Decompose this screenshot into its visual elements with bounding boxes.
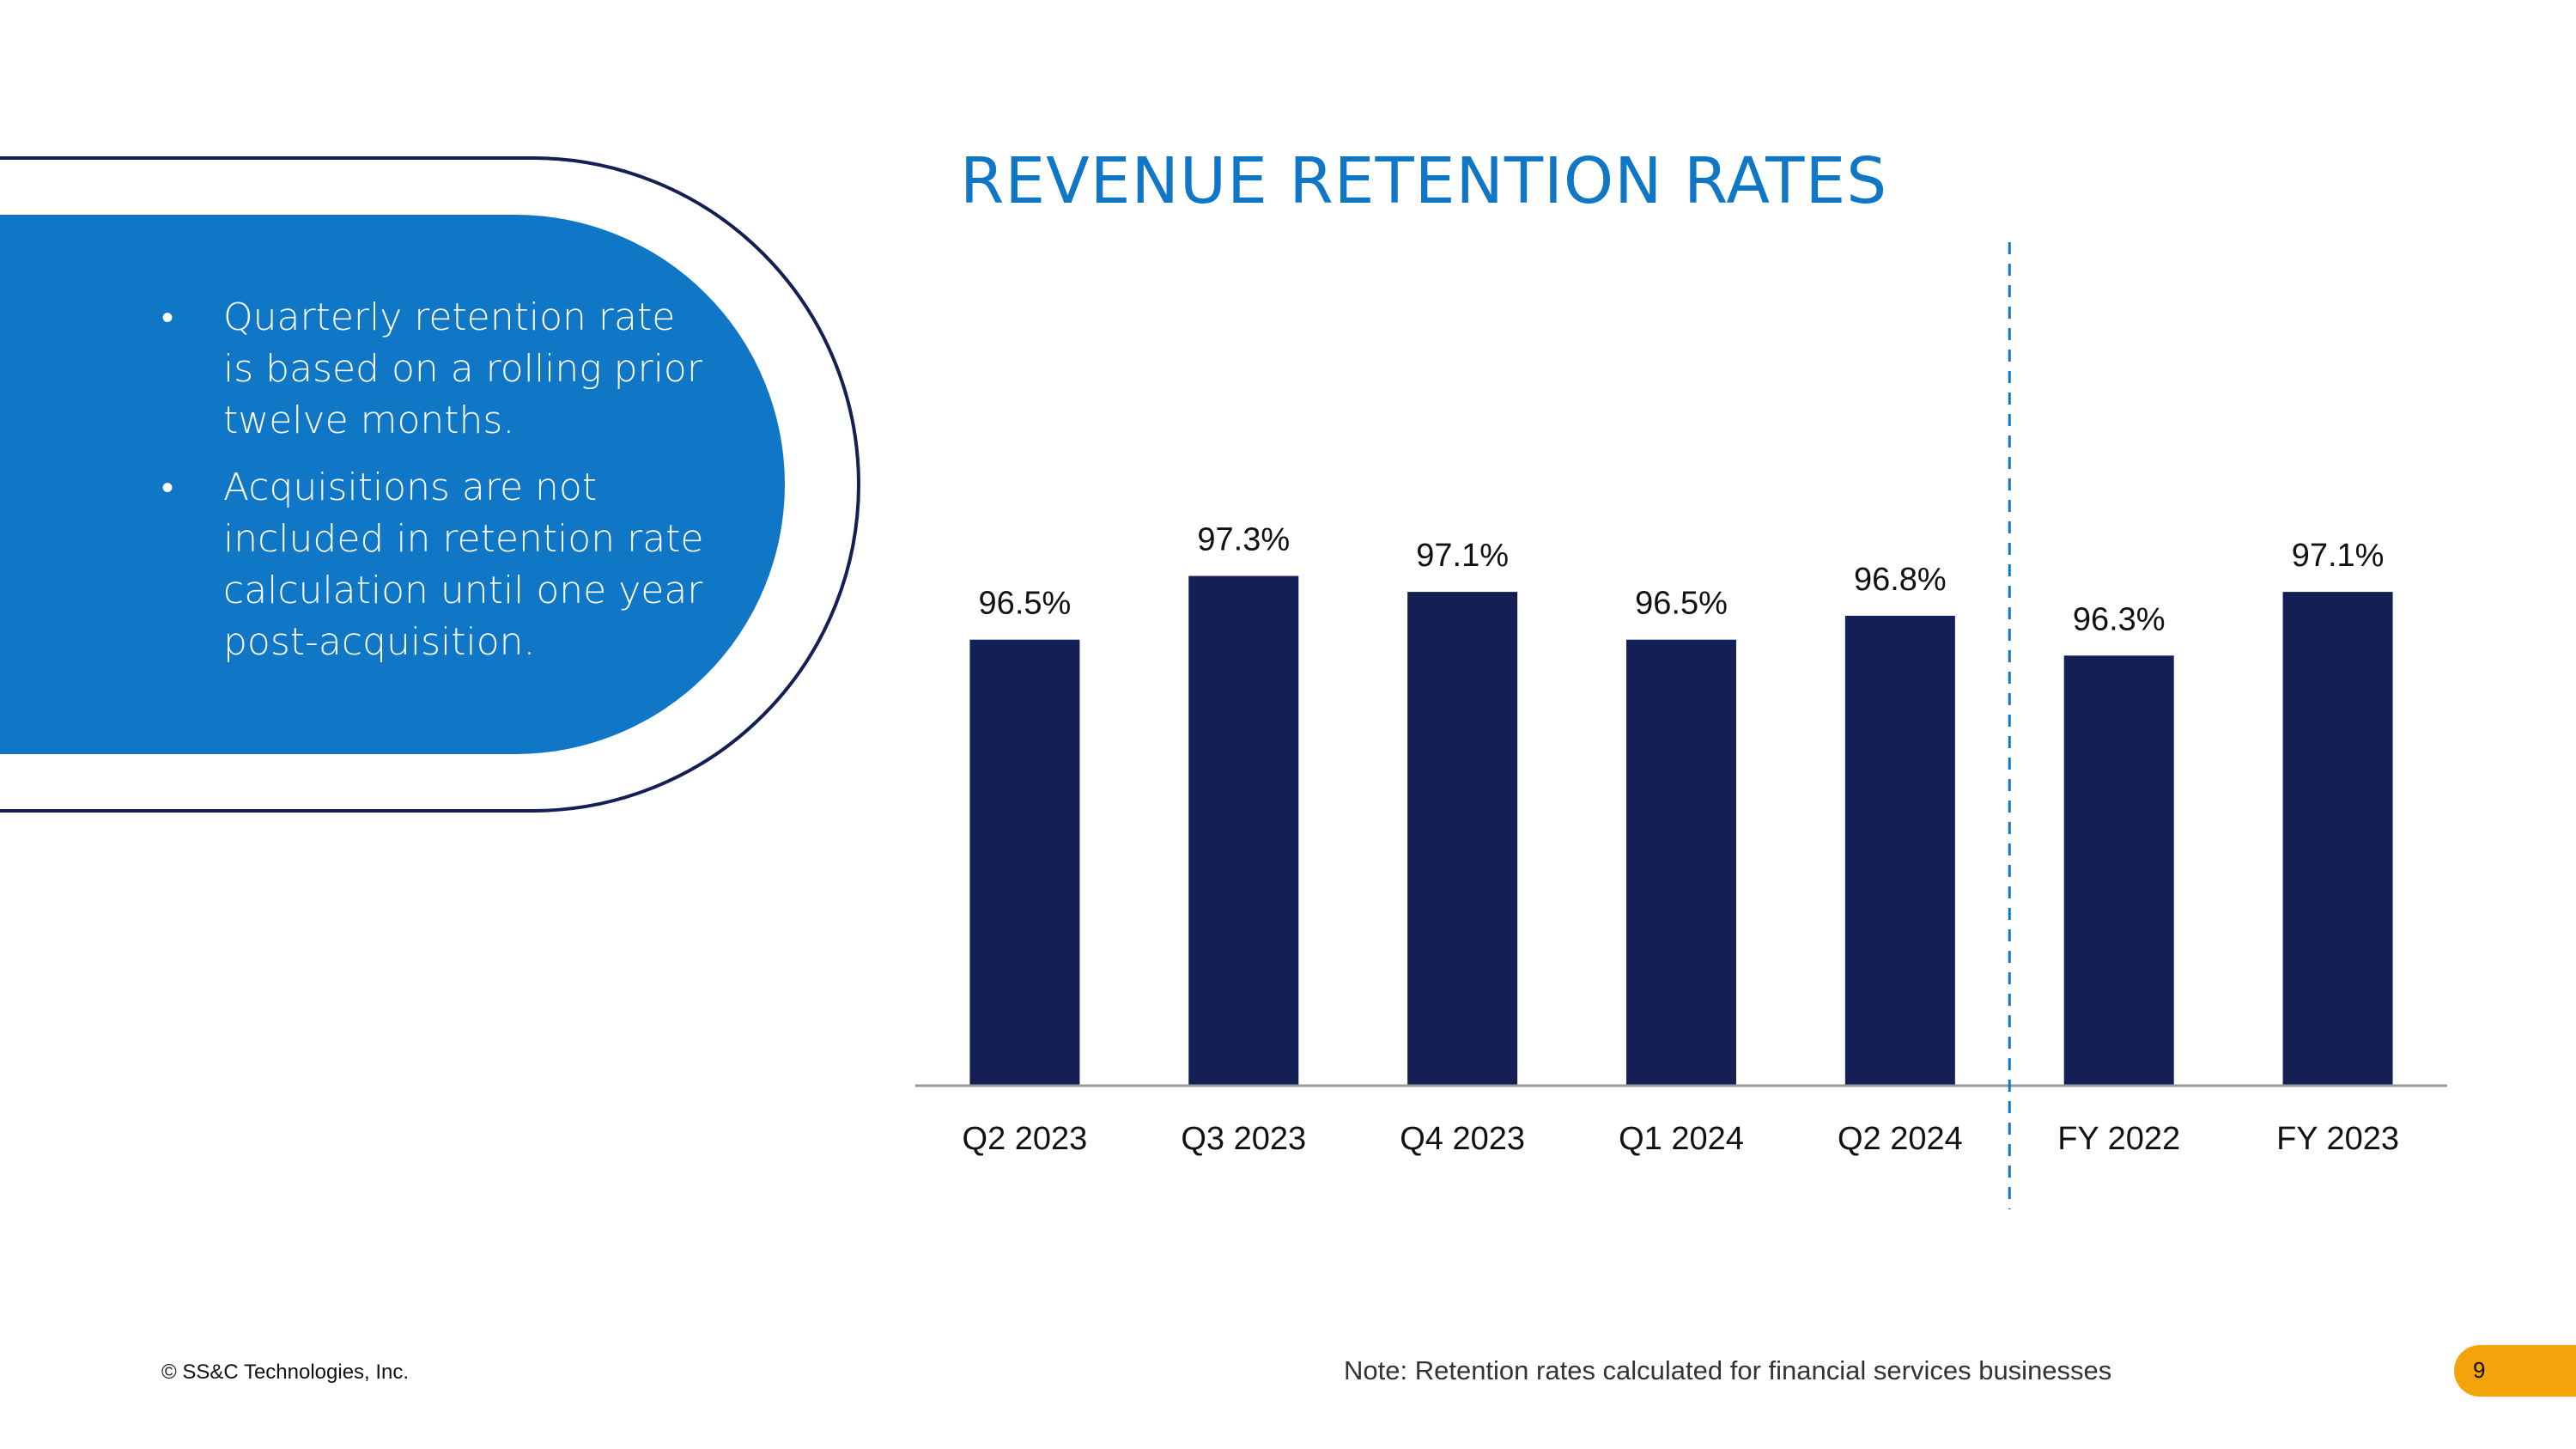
bar-fy-2023 <box>2282 592 2393 1086</box>
bar-q4-2023 <box>1407 592 1518 1086</box>
data-label: 97.1% <box>1416 538 1509 574</box>
data-label: 97.1% <box>2292 538 2385 574</box>
bullet-dot-icon: • <box>161 468 174 508</box>
footer-note: Note: Retention rates calculated for fin… <box>1344 1355 2112 1385</box>
x-tick-label: FY 2023 <box>2276 1121 2399 1157</box>
bar-q1-2024 <box>1626 639 1736 1086</box>
data-label: 97.3% <box>1197 522 1290 558</box>
data-label: 96.5% <box>979 586 1072 622</box>
x-tick-label: Q3 2023 <box>1181 1121 1306 1157</box>
page-number: 9 <box>2473 1357 2486 1383</box>
x-tick-label: Q1 2024 <box>1619 1121 1744 1157</box>
bar-q3-2023 <box>1188 575 1299 1086</box>
data-label: 96.5% <box>1635 586 1728 622</box>
bar-chart: 96.5% Q2 2023 97.3% Q3 2023 97.1% Q4 2023 96.5… <box>915 242 2447 1209</box>
data-label: 96.3% <box>2073 601 2166 637</box>
bar-fy-2022 <box>2063 655 2174 1086</box>
bullet-text: Quarterly retention rate is based on a r… <box>223 295 702 442</box>
footer-copyright: © SS&C Technologies, Inc. <box>161 1361 410 1384</box>
callout-outline <box>0 156 860 813</box>
page-number-badge: 9 <box>2454 1345 2576 1397</box>
bullet-item: • Quarterly retention rate is based on a… <box>146 292 713 447</box>
bullet-list: • Quarterly retention rate is based on a… <box>146 292 713 684</box>
bullet-text: Acquisitions are not included in retenti… <box>223 466 704 664</box>
callout-shape <box>0 156 860 813</box>
bar-q2-2024 <box>1844 615 1955 1086</box>
x-tick-label: Q4 2023 <box>1400 1121 1525 1157</box>
callout-panel <box>0 215 785 754</box>
page-title: REVENUE RETENTION RATES <box>960 144 1888 218</box>
bar-q2-2023 <box>969 639 1080 1086</box>
bullet-dot-icon: • <box>161 298 174 338</box>
x-tick-label: FY 2022 <box>2057 1121 2180 1157</box>
x-tick-label: Q2 2023 <box>963 1121 1088 1157</box>
x-tick-label: Q2 2024 <box>1838 1121 1963 1157</box>
bullet-item: • Acquisitions are not included in reten… <box>146 462 713 668</box>
data-label: 96.8% <box>1854 562 1947 598</box>
